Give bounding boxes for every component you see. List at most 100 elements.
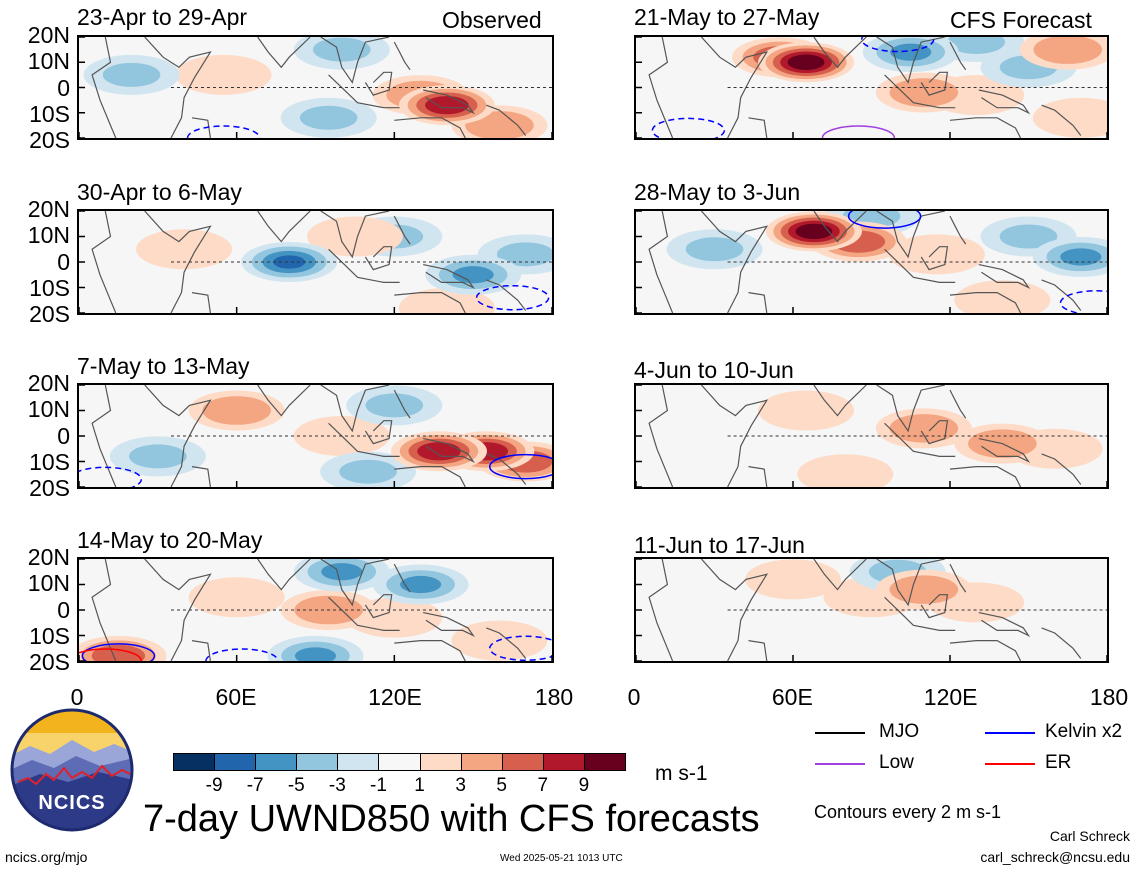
coastline xyxy=(949,117,1022,138)
y-tick-label: 20S xyxy=(29,475,70,501)
coastline xyxy=(813,211,867,243)
colorbar-swatch xyxy=(214,753,257,771)
site-link[interactable]: ncics.org/mjo xyxy=(5,849,88,865)
coastline xyxy=(486,453,527,485)
coastline xyxy=(748,466,768,487)
y-tick-label: 20N xyxy=(27,544,70,570)
ncics-logo[interactable]: NCICS xyxy=(10,708,134,832)
coastline xyxy=(1041,627,1082,659)
coastline xyxy=(328,248,400,283)
coastline xyxy=(364,594,393,619)
coastline xyxy=(884,596,956,631)
coastline xyxy=(748,640,768,661)
wave-contour xyxy=(205,648,279,661)
anomaly-mark xyxy=(1047,41,1089,59)
legend-low-label: Low xyxy=(879,752,914,773)
coastline xyxy=(393,215,411,245)
coastline xyxy=(144,211,212,313)
coastline xyxy=(191,117,211,138)
coastline xyxy=(978,89,1031,115)
coastline xyxy=(486,104,527,136)
panel-title-1: 23-Apr to 29-Apr xyxy=(77,4,248,30)
map-panel-8 xyxy=(634,557,1109,663)
mjo-line xyxy=(815,732,865,734)
coastline xyxy=(949,466,1022,487)
logo-text: NCICS xyxy=(38,792,106,814)
y-tick-label: 0 xyxy=(57,422,70,449)
coastline xyxy=(320,559,390,607)
anomaly-mark xyxy=(365,605,424,630)
email-link[interactable]: carl_schreck@ncsu.edu xyxy=(980,849,1130,865)
forecast-label: CFS Forecast xyxy=(950,7,1092,33)
x-tick-label: 60E xyxy=(215,684,257,710)
anomaly-mark xyxy=(802,226,826,237)
anomaly-mark xyxy=(1052,105,1107,130)
x-tick-label: 60E xyxy=(771,684,813,710)
y-tick-label: 0 xyxy=(57,74,70,101)
map-panel-4 xyxy=(77,557,554,663)
coastline xyxy=(949,292,1022,313)
coastline xyxy=(423,89,476,115)
y-tick-label: 20N xyxy=(27,22,70,48)
coastline xyxy=(700,385,769,487)
coastline xyxy=(91,385,117,487)
colorbar-label: -9 xyxy=(205,775,223,796)
coastline xyxy=(394,292,466,313)
coastline xyxy=(949,215,967,245)
anomaly-mark xyxy=(326,224,384,249)
colorbar-swatch xyxy=(542,753,585,771)
coastline xyxy=(364,71,393,96)
y-tick-label: 20S xyxy=(29,301,70,327)
anomaly-mark xyxy=(999,224,1058,249)
coastline xyxy=(700,559,769,661)
coastline xyxy=(700,211,769,313)
coastline xyxy=(144,385,212,487)
coastline xyxy=(91,37,117,138)
coastline xyxy=(813,37,867,69)
colorbar-label: 3 xyxy=(455,775,466,796)
coastline xyxy=(144,559,212,661)
legend-mjo-label: MJO xyxy=(879,721,920,742)
coastline xyxy=(949,563,967,593)
colorbar-swatch xyxy=(255,753,298,771)
anomaly-mark xyxy=(102,62,161,87)
map-panel-3 xyxy=(77,383,554,489)
coastline xyxy=(328,74,400,109)
wave-contour xyxy=(186,125,261,138)
anomaly-mark xyxy=(816,462,875,487)
anomaly-mark xyxy=(890,43,932,61)
y-tick-label: 10S xyxy=(29,274,70,301)
legend-er-label: ER xyxy=(1045,752,1072,773)
anomaly-mark xyxy=(216,401,258,420)
y-tick-label: 10N xyxy=(27,570,70,597)
coastline xyxy=(648,559,674,661)
anomaly-mark xyxy=(155,237,213,262)
anomaly-mark xyxy=(400,575,442,594)
map-panel-7 xyxy=(634,383,1109,489)
y-tick-label: 20N xyxy=(27,196,70,222)
coastline xyxy=(257,559,311,591)
coastline xyxy=(364,420,393,445)
panel-title-2: 30-Apr to 6-May xyxy=(77,179,242,205)
wave-contour xyxy=(821,125,896,138)
anomaly-mark xyxy=(339,459,397,484)
coastline xyxy=(813,559,867,591)
colorbar-swatch xyxy=(296,753,339,771)
anomaly-mark xyxy=(496,242,552,267)
y-tick-label: 0 xyxy=(57,596,70,623)
anomaly-mark xyxy=(452,266,494,284)
wave-contour xyxy=(81,643,156,661)
timestamp: Wed 2025-05-21 1013 UTC xyxy=(500,853,623,864)
main-title: 7-day UWND850 with CFS forecasts xyxy=(143,798,760,840)
coastline xyxy=(191,466,211,487)
colorbar-swatch xyxy=(460,753,503,771)
coastline xyxy=(748,117,768,138)
coastline xyxy=(364,246,393,271)
colorbar-unit: m s-1 xyxy=(655,762,708,785)
anomaly-mark xyxy=(273,255,306,269)
coastline xyxy=(320,211,390,259)
coastline xyxy=(191,640,211,661)
wave-contour xyxy=(1059,290,1107,313)
y-tick-label: 20S xyxy=(29,649,70,675)
anomaly-mark xyxy=(947,37,1005,55)
